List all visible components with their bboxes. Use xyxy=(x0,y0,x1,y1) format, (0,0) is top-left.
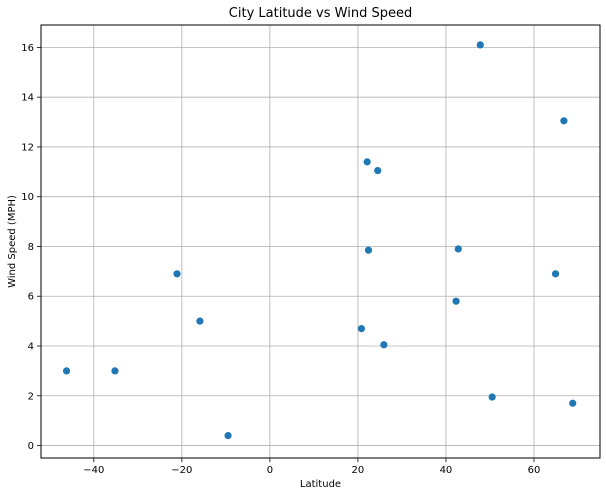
grid-lines xyxy=(41,25,600,458)
y-axis-label: Wind Speed (MPH) xyxy=(7,195,18,288)
data-point xyxy=(173,270,181,278)
y-tick-label: 8 xyxy=(28,242,34,253)
y-tick-label: 12 xyxy=(21,142,34,153)
y-tick-label: 4 xyxy=(28,342,34,353)
data-point xyxy=(569,399,577,407)
x-tick-label: 60 xyxy=(528,465,541,476)
data-point xyxy=(454,245,462,253)
y-tick-label: 16 xyxy=(21,43,34,54)
data-point xyxy=(380,341,388,349)
data-point xyxy=(476,41,484,49)
x-tick-label: −40 xyxy=(83,465,104,476)
plot-frame xyxy=(40,24,601,459)
x-tick-label: 0 xyxy=(267,465,273,476)
data-point xyxy=(560,117,568,125)
chart-title: City Latitude vs Wind Speed xyxy=(229,6,412,21)
data-point xyxy=(357,324,366,333)
x-tick-label: 20 xyxy=(352,465,365,476)
data-point xyxy=(224,432,232,440)
data-point xyxy=(111,367,119,375)
y-tick-label: 10 xyxy=(21,192,34,203)
y-tick-label: 6 xyxy=(28,292,34,303)
data-points xyxy=(62,41,577,440)
x-tick-label: −20 xyxy=(171,465,192,476)
data-point xyxy=(374,166,382,175)
x-tick-label: 40 xyxy=(440,465,453,476)
y-tick-label: 14 xyxy=(21,93,34,104)
axis-ticks: −40 −20 0 20 40 60 0 2 4 6 8 10 12 14 16 xyxy=(21,43,540,476)
data-point xyxy=(363,158,371,166)
data-point xyxy=(196,317,204,325)
y-tick-label: 0 xyxy=(28,441,34,452)
x-axis-label: Latitude xyxy=(300,479,341,490)
data-point xyxy=(62,367,71,375)
y-tick-label: 2 xyxy=(28,391,34,402)
data-point xyxy=(488,393,496,401)
data-point xyxy=(551,270,560,278)
data-point xyxy=(364,246,373,254)
data-point xyxy=(452,297,460,305)
